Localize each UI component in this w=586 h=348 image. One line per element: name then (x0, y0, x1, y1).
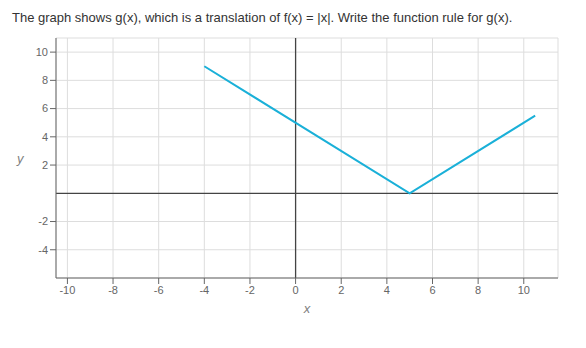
svg-text:-2: -2 (245, 284, 255, 296)
svg-text:4: 4 (42, 131, 48, 143)
svg-text:-2: -2 (38, 215, 48, 227)
svg-text:6: 6 (42, 102, 48, 114)
svg-text:2: 2 (42, 159, 48, 171)
svg-text:6: 6 (429, 284, 435, 296)
svg-text:-4: -4 (199, 284, 209, 296)
html-text:The graph shows g(x), which is: The graph shows g(x), which is a transla… (12, 10, 513, 25)
svg-text:2: 2 (338, 284, 344, 296)
svg-text:-8: -8 (108, 284, 118, 296)
svg-text:-4: -4 (38, 244, 48, 256)
svg-text:10: 10 (36, 46, 48, 58)
svg-text:-10: -10 (59, 284, 75, 296)
svg-text:x: x (303, 301, 311, 316)
svg-text:8: 8 (42, 74, 48, 86)
svg-text:y: y (16, 151, 25, 166)
svg-text:-6: -6 (154, 284, 164, 296)
svg-text:4: 4 (384, 284, 390, 296)
svg-text:0: 0 (293, 284, 299, 296)
svg-text:10: 10 (518, 284, 530, 296)
svg-text:8: 8 (475, 284, 481, 296)
